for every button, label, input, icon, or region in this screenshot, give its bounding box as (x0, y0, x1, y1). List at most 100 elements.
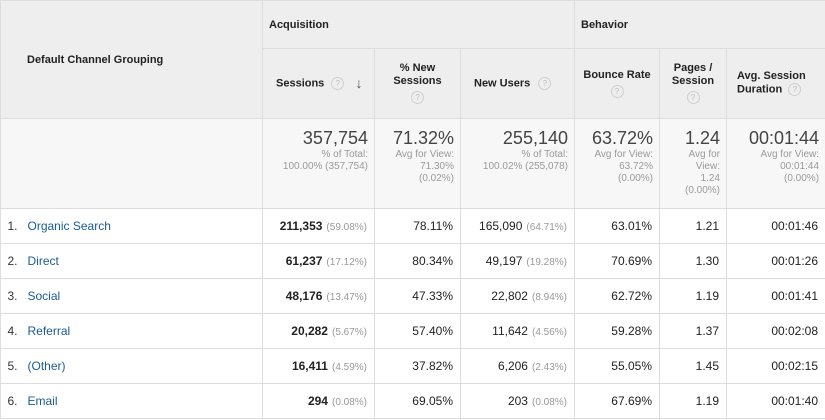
row-channel-cell: Direct (27, 243, 263, 279)
column-new-users-label: New Users (474, 77, 531, 90)
totals-label-cell (0, 118, 263, 209)
total-sessions-value: 357,754 (302, 128, 368, 148)
row-sessions: 48,176 (13.47%) (262, 278, 375, 314)
new-users-value: 203 (507, 394, 528, 408)
row-avg-session-duration: 00:02:08 (725, 313, 825, 349)
channel-link[interactable]: Organic Search (27, 219, 111, 233)
column-pages-session-label: Pages / Session (671, 62, 715, 88)
row-avg-session-duration: 00:01:40 (725, 383, 825, 419)
new-users-share: (2.43%) (531, 362, 567, 373)
channel-link[interactable]: Email (27, 394, 58, 408)
help-icon[interactable]: ? (331, 76, 345, 90)
channel-link[interactable]: Social (27, 289, 61, 303)
total-pct-new-sessions-note: Avg for View: (395, 149, 454, 160)
row-bounce-rate: 63.01% (574, 208, 660, 244)
column-new-users[interactable]: New Users ? (460, 48, 575, 119)
total-avg-session-duration-value: 00:01:44 (748, 128, 820, 148)
new-users-share: (4.56%) (531, 327, 567, 338)
row-pages-session: 1.37 (659, 313, 727, 349)
sessions-share: (0.08%) (331, 397, 367, 408)
row-new-users: 49,197 (19.28%) (460, 243, 575, 279)
row-index: 3. (0, 278, 28, 314)
channel-link[interactable]: (Other) (27, 359, 66, 373)
row-pct-new-sessions: 37.82% (374, 348, 461, 384)
total-avg-session-duration-note: (0.00%) (784, 173, 820, 184)
new-users-value: 11,642 (492, 324, 528, 338)
column-sessions[interactable]: Sessions ? ↓ (262, 48, 375, 119)
row-pct-new-sessions: 69.05% (374, 383, 461, 419)
row-new-users: 203 (0.08%) (460, 383, 575, 419)
row-new-users: 22,802 (8.94%) (460, 278, 575, 314)
total-pages-session-value: 1.24 (684, 128, 720, 148)
total-bounce-rate-note: Avg for View: (594, 149, 653, 160)
total-pct-new-sessions-note: 71.30% (420, 161, 454, 172)
sessions-value: 294 (307, 394, 328, 408)
column-avg-session-duration[interactable]: Avg. Session Duration ? (725, 48, 825, 119)
row-bounce-rate: 55.05% (574, 348, 660, 384)
table-row: 1. Organic Search 211,353 (59.08%) 78.11%… (0, 208, 825, 244)
group-acquisition: Acquisition (262, 0, 575, 49)
row-pages-session: 1.21 (659, 208, 727, 244)
row-sessions: 61,237 (17.12%) (262, 243, 375, 279)
total-pages-session: 1.24 Avg for View: 1.24 (0.00%) (659, 118, 727, 209)
sessions-value: 16,411 (291, 359, 328, 373)
row-pct-new-sessions: 80.34% (374, 243, 461, 279)
column-pages-session[interactable]: Pages / Session ? (659, 48, 727, 119)
help-icon[interactable]: ? (538, 76, 552, 90)
row-channel-cell: (Other) (27, 348, 263, 384)
total-sessions-note: 100.00% (357,754) (282, 161, 368, 172)
new-users-share: (8.94%) (531, 292, 567, 303)
row-index: 1. (0, 208, 28, 244)
total-bounce-rate-note: 63.72% (619, 161, 653, 172)
help-icon[interactable]: ? (686, 91, 700, 105)
row-new-users: 6,206 (2.43%) (460, 348, 575, 384)
column-header-row: Sessions ? ↓ % New Sessions ? New Users … (0, 48, 825, 119)
help-icon[interactable]: ? (788, 83, 802, 97)
column-sessions-label: Sessions (276, 77, 325, 90)
total-sessions-note: % of Total: (321, 149, 368, 160)
row-avg-session-duration: 00:01:46 (725, 208, 825, 244)
sort-descending-icon[interactable]: ↓ (355, 74, 363, 91)
row-pages-session: 1.19 (659, 278, 727, 314)
sessions-value: 211,353 (279, 219, 323, 233)
channel-link[interactable]: Direct (27, 254, 59, 268)
row-channel-cell: Social (27, 278, 263, 314)
new-users-value: 22,802 (491, 289, 528, 303)
column-pct-new-sessions[interactable]: % New Sessions ? (374, 48, 461, 119)
help-icon[interactable]: ? (411, 91, 424, 105)
column-bounce-rate[interactable]: Bounce Rate ? (574, 48, 660, 119)
total-new-users-note: 100.02% (255,078) (482, 161, 568, 172)
row-bounce-rate: 70.69% (574, 243, 660, 279)
new-users-value: 6,206 (497, 359, 528, 373)
group-header-row: Default Channel Grouping Acquisition Beh… (0, 0, 825, 119)
dimension-header[interactable]: Default Channel Grouping (0, 0, 263, 119)
group-behavior: Behavior (573, 0, 825, 49)
sessions-value: 20,282 (291, 324, 328, 338)
column-bounce-rate-label: Bounce Rate (583, 68, 651, 81)
row-bounce-rate: 62.72% (574, 278, 660, 314)
total-bounce-rate: 63.72% Avg for View: 63.72% (0.00%) (574, 118, 660, 209)
help-icon[interactable]: ? (610, 84, 624, 98)
table-row: 2. Direct 61,237 (17.12%) 80.34% 49,197 (1… (0, 243, 825, 279)
row-pages-session: 1.19 (659, 383, 727, 419)
row-sessions: 294 (0.08%) (262, 383, 375, 419)
total-pages-session-note: View: (695, 161, 720, 172)
total-new-users-note: % of Total: (521, 149, 568, 160)
row-index: 5. (0, 348, 28, 384)
row-pages-session: 1.45 (659, 348, 727, 384)
row-bounce-rate: 59.28% (574, 313, 660, 349)
sessions-share: (5.67%) (331, 327, 367, 338)
totals-row: 357,754 % of Total: 100.00% (357,754) 71… (0, 118, 825, 209)
table-row: 4. Referral 20,282 (5.67%) 57.40% 11,642(… (0, 313, 825, 349)
row-sessions: 20,282 (5.67%) (262, 313, 375, 349)
row-pct-new-sessions: 78.11% (374, 208, 461, 244)
new-users-share: (0.08%) (531, 397, 567, 408)
sessions-share: (59.08%) (326, 222, 367, 233)
table-row: 5. (Other) 16,411 (4.59%) 37.82% 6,206 (2.… (0, 348, 825, 384)
channel-link[interactable]: Referral (27, 324, 71, 338)
sessions-value: 61,237 (285, 254, 323, 268)
table-row: 6. Email 294 (0.08%) 69.05% 203 (0.08%) 67… (0, 383, 825, 419)
sessions-value: 48,176 (285, 289, 323, 303)
column-pct-new-sessions-label: % New Sessions (393, 62, 442, 88)
row-new-users: 165,090 (64.71%) (460, 208, 575, 244)
